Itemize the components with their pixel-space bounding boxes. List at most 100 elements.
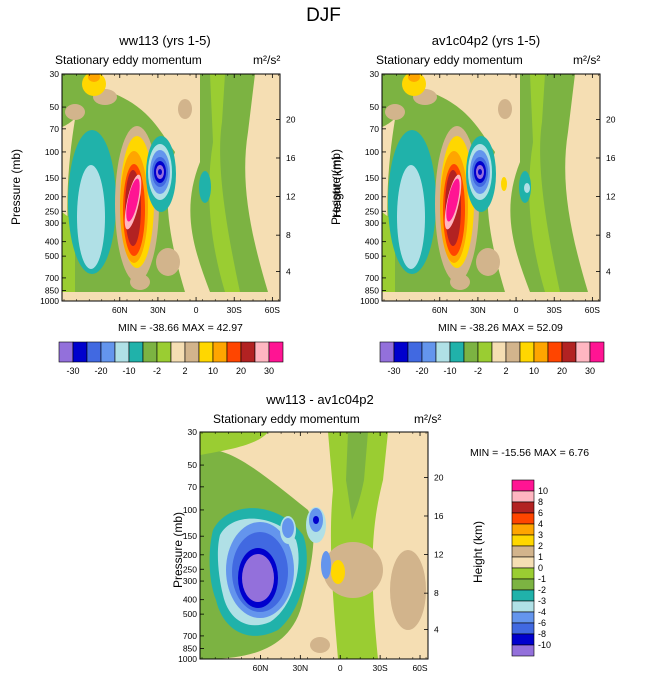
- cb2-swatch-0: [379, 341, 395, 363]
- cb2-label-10: 10: [529, 366, 539, 376]
- p2-ytick-label-300: 300: [365, 218, 379, 228]
- p2-contour-1: [510, 74, 588, 292]
- cb2-swatch-14: [575, 341, 591, 363]
- cb3-label-0: 0: [538, 563, 543, 573]
- p1-rtick-label-12: 12: [286, 192, 296, 202]
- p2-ytick-label-250: 250: [365, 206, 379, 216]
- p3-ytick-label-70: 70: [188, 482, 198, 492]
- p1-ytick-label-500: 500: [45, 251, 59, 261]
- cb2-label--10: -10: [443, 366, 456, 376]
- p2-ytick-label-50: 50: [370, 102, 380, 112]
- p3-contour-3: [346, 432, 368, 520]
- p3-ytick-label-850: 850: [183, 643, 197, 653]
- p3-xtick-label-60S: 60S: [412, 663, 427, 673]
- cb3-label--10: -10: [538, 640, 551, 650]
- p1-ytick-label-1000: 1000: [40, 296, 59, 306]
- panel3-subtitle: Stationary eddy momentum: [213, 412, 360, 426]
- p1-rtick-label-16: 16: [286, 153, 296, 163]
- cb3-swatch-13: [511, 622, 535, 635]
- cb2-swatch-8: [491, 341, 507, 363]
- p1-rtick-label-4: 4: [286, 266, 291, 276]
- cb1-label--30: -30: [66, 366, 79, 376]
- cb1-swatch-15: [268, 341, 284, 363]
- cb3-label--2: -2: [538, 585, 546, 595]
- p2-contour-2: [529, 74, 560, 292]
- cb1-swatch-6: [142, 341, 158, 363]
- p2-ytick-label-500: 500: [365, 251, 379, 261]
- p1-frame: [61, 73, 281, 302]
- cb1-label-20: 20: [236, 366, 246, 376]
- cb3-swatch-0: [511, 479, 535, 492]
- p1-xtick-label-60N: 60N: [112, 305, 128, 315]
- p3-xtick-label-30S: 30S: [373, 663, 388, 673]
- p3-ytick-label-700: 700: [183, 631, 197, 641]
- p1-contour-13: [77, 165, 105, 269]
- cb2-swatch-11: [533, 341, 549, 363]
- cb2-swatch-6: [463, 341, 479, 363]
- p2-contour-13: [397, 165, 425, 269]
- p2-rtick-label-4: 4: [606, 266, 611, 276]
- cb1-label--2: -2: [153, 366, 161, 376]
- cb2-label-20: 20: [557, 366, 567, 376]
- p2-contour-11: [408, 74, 420, 82]
- cb3-label-3: 3: [538, 530, 543, 540]
- p2-ytick-label-100: 100: [365, 147, 379, 157]
- p1-contour-28: [199, 171, 211, 203]
- p3-ytick-label-30: 30: [188, 427, 198, 437]
- p2-xtick-label-0: 0: [514, 305, 519, 315]
- p1-contour-2: [209, 74, 240, 292]
- cb3-swatch-11: [511, 600, 535, 613]
- p2-ytick-label-400: 400: [365, 237, 379, 247]
- cb3-swatch-4: [511, 523, 535, 536]
- p1-contour-27: [158, 169, 162, 175]
- cb3-swatch-1: [511, 490, 535, 503]
- p2-ytick-label-150: 150: [365, 173, 379, 183]
- p3-frame: [199, 431, 429, 660]
- cb2-label--2: -2: [474, 366, 482, 376]
- p3-fill-layers: [200, 432, 428, 659]
- p1-ytick-label-850: 850: [45, 285, 59, 295]
- p3-rtick-label-8: 8: [434, 588, 439, 598]
- p1-xtick-label-30N: 30N: [150, 305, 166, 315]
- cb2-label-2: 2: [503, 366, 508, 376]
- p3-ytick-label-250: 250: [183, 564, 197, 574]
- cb2-swatch-9: [505, 341, 521, 363]
- cb2-label-30: 30: [585, 366, 595, 376]
- cb1-swatch-0: [58, 341, 74, 363]
- panel3-title: ww113 - av1c04p2: [266, 392, 374, 407]
- cb1-swatch-3: [100, 341, 116, 363]
- p2-ytick-label-1000: 1000: [360, 296, 379, 306]
- cb3-swatch-12: [511, 611, 535, 624]
- p3-contour-13: [242, 554, 274, 602]
- p1-ytick-label-50: 50: [50, 102, 60, 112]
- cb3-swatch-14: [511, 633, 535, 646]
- cb2-swatch-2: [407, 341, 423, 363]
- p2-xtick-label-60N: 60N: [432, 305, 448, 315]
- cb2-swatch-5: [449, 341, 465, 363]
- cb2-swatch-4: [435, 341, 451, 363]
- cb2-swatch-13: [561, 341, 577, 363]
- cb2-swatch-12: [547, 341, 563, 363]
- cb1-label--20: -20: [94, 366, 107, 376]
- p3-rtick-label-16: 16: [434, 511, 444, 521]
- p3-rtick-label-20: 20: [434, 472, 444, 482]
- p2-contour-10: [402, 74, 426, 96]
- cb3-label-10: 10: [538, 486, 548, 496]
- cb1-label--10: -10: [122, 366, 135, 376]
- p3-ytick-label-50: 50: [188, 460, 198, 470]
- p3-ytick-label-500: 500: [183, 609, 197, 619]
- cb1-swatch-7: [156, 341, 172, 363]
- cb1-swatch-12: [226, 341, 242, 363]
- cb2-swatch-3: [421, 341, 437, 363]
- p1-ytick-label-250: 250: [45, 206, 59, 216]
- p3-ytick-label-200: 200: [183, 550, 197, 560]
- p3-contour-18: [313, 516, 319, 524]
- cb3-swatch-3: [511, 512, 535, 525]
- cb1-swatch-2: [86, 341, 102, 363]
- p2-ytick-label-200: 200: [365, 192, 379, 202]
- p3-ytick-label-400: 400: [183, 595, 197, 605]
- p2-contour-30: [501, 177, 507, 191]
- panel2-units: m²/s²: [573, 53, 601, 67]
